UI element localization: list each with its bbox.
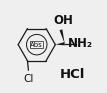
Text: NH₂: NH₂	[68, 37, 93, 50]
Polygon shape	[59, 29, 65, 44]
Text: Abs: Abs	[30, 42, 43, 48]
Text: HCl: HCl	[59, 68, 85, 81]
Polygon shape	[55, 42, 65, 45]
Text: Cl: Cl	[23, 74, 34, 84]
Text: OH: OH	[54, 14, 74, 27]
